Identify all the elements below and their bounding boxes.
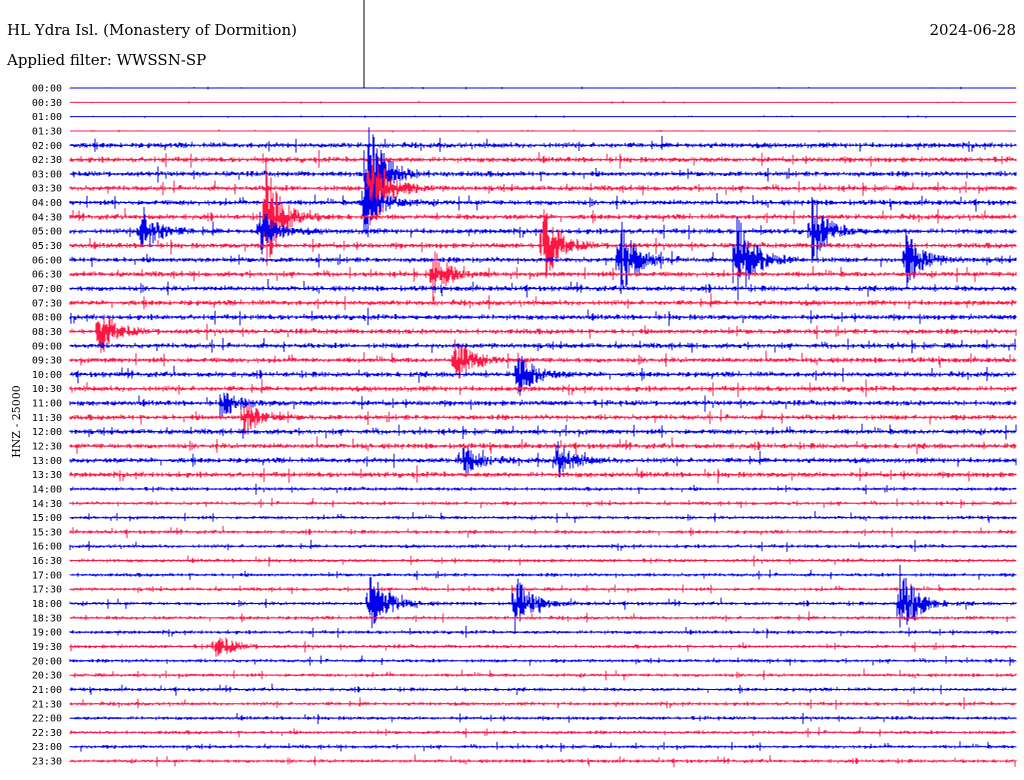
trace-line xyxy=(69,315,1017,353)
trace-line xyxy=(69,712,1017,725)
time-label: 05:30 xyxy=(32,241,62,252)
trace-line xyxy=(69,655,1017,666)
time-label: 16:30 xyxy=(32,556,62,567)
trace-line xyxy=(69,100,1017,104)
time-label: 03:00 xyxy=(32,169,62,180)
time-label: 04:30 xyxy=(32,212,62,223)
time-label: 23:30 xyxy=(32,757,62,768)
time-label: 15:30 xyxy=(32,527,62,538)
time-label: 00:00 xyxy=(32,84,62,95)
time-label: 02:30 xyxy=(32,155,62,166)
time-label: 20:00 xyxy=(32,656,62,667)
time-label: 13:30 xyxy=(32,470,62,481)
trace-line xyxy=(69,498,1017,509)
time-label: 07:00 xyxy=(32,284,62,295)
trace-line xyxy=(69,251,1017,302)
trace-line xyxy=(69,526,1017,539)
trace-line xyxy=(69,569,1017,581)
time-label: 00:30 xyxy=(32,98,62,109)
trace-line xyxy=(69,555,1017,567)
trace-line xyxy=(69,465,1017,484)
filter-label: Applied filter: WWSSN-SP xyxy=(7,51,207,69)
time-label: 07:30 xyxy=(32,298,62,309)
trace-line xyxy=(69,339,1017,379)
time-label: 06:00 xyxy=(32,255,62,266)
trace-line xyxy=(69,539,1017,552)
trace-line xyxy=(69,157,1017,266)
trace-line xyxy=(69,216,1017,301)
trace-line xyxy=(69,754,1017,768)
time-label: 18:30 xyxy=(32,613,62,624)
time-label: 19:30 xyxy=(32,642,62,653)
time-label: 09:30 xyxy=(32,356,62,367)
trace-line xyxy=(69,436,1017,455)
trace-line xyxy=(69,423,1017,440)
time-label: 12:30 xyxy=(32,442,62,453)
time-label: 22:30 xyxy=(32,728,62,739)
trace-line xyxy=(69,129,1017,133)
time-label: 21:30 xyxy=(32,699,62,710)
time-label: 08:30 xyxy=(32,327,62,338)
trace-line xyxy=(69,392,1017,417)
trace-line xyxy=(69,611,1017,623)
time-label: 14:00 xyxy=(32,484,62,495)
trace-line xyxy=(69,625,1017,639)
time-label: 11:30 xyxy=(32,413,62,424)
time-label: 16:00 xyxy=(32,542,62,553)
trace-line xyxy=(69,197,1017,263)
trace-line xyxy=(69,307,1017,327)
trace-line xyxy=(69,741,1017,752)
trace-line xyxy=(69,511,1017,523)
time-label: 10:30 xyxy=(32,384,62,395)
trace-line xyxy=(69,683,1017,696)
trace-line xyxy=(69,156,1017,220)
time-label: 15:00 xyxy=(32,513,62,524)
time-label: 10:00 xyxy=(32,370,62,381)
trace-line xyxy=(69,356,1017,396)
time-label: 18:00 xyxy=(32,599,62,610)
trace-line xyxy=(69,150,1017,169)
station-title: HL Ydra Isl. (Monastery of Dormition) xyxy=(7,21,297,39)
trace-line xyxy=(69,86,1017,90)
time-label: 11:00 xyxy=(32,399,62,410)
time-label: 22:00 xyxy=(32,714,62,725)
time-label: 17:30 xyxy=(32,585,62,596)
trace-line xyxy=(69,564,1017,632)
trace-line xyxy=(69,727,1017,738)
time-label: 01:00 xyxy=(32,112,62,123)
trace-line xyxy=(69,583,1017,595)
time-label: 04:00 xyxy=(32,198,62,209)
time-label: 17:00 xyxy=(32,570,62,581)
trace-line xyxy=(69,697,1017,710)
time-label: 06:30 xyxy=(32,270,62,281)
trace-line xyxy=(69,404,1017,435)
time-label: 19:00 xyxy=(32,628,62,639)
trace-line xyxy=(69,115,1017,119)
trace-line xyxy=(69,379,1017,397)
trace-line xyxy=(69,127,1017,238)
trace-line xyxy=(69,278,1017,298)
trace-line xyxy=(69,483,1017,495)
time-label: 12:00 xyxy=(32,427,62,438)
time-label: 09:00 xyxy=(32,341,62,352)
time-label: 21:00 xyxy=(32,685,62,696)
trace-line xyxy=(69,135,1017,153)
time-label: 02:00 xyxy=(32,141,62,152)
trace-line xyxy=(69,637,1017,657)
trace-line xyxy=(69,668,1017,681)
time-label: 03:30 xyxy=(32,184,62,195)
time-label: 01:30 xyxy=(32,126,62,137)
time-label: 23:00 xyxy=(32,742,62,753)
trace-line xyxy=(69,293,1017,311)
time-label: 08:00 xyxy=(32,313,62,324)
trace-line xyxy=(69,338,1017,354)
time-label: 14:30 xyxy=(32,499,62,510)
trace-line xyxy=(69,441,1017,478)
time-label: 20:30 xyxy=(32,671,62,682)
time-label: 05:00 xyxy=(32,227,62,238)
time-label: 13:00 xyxy=(32,456,62,467)
date-label: 2024-06-28 xyxy=(929,21,1016,39)
